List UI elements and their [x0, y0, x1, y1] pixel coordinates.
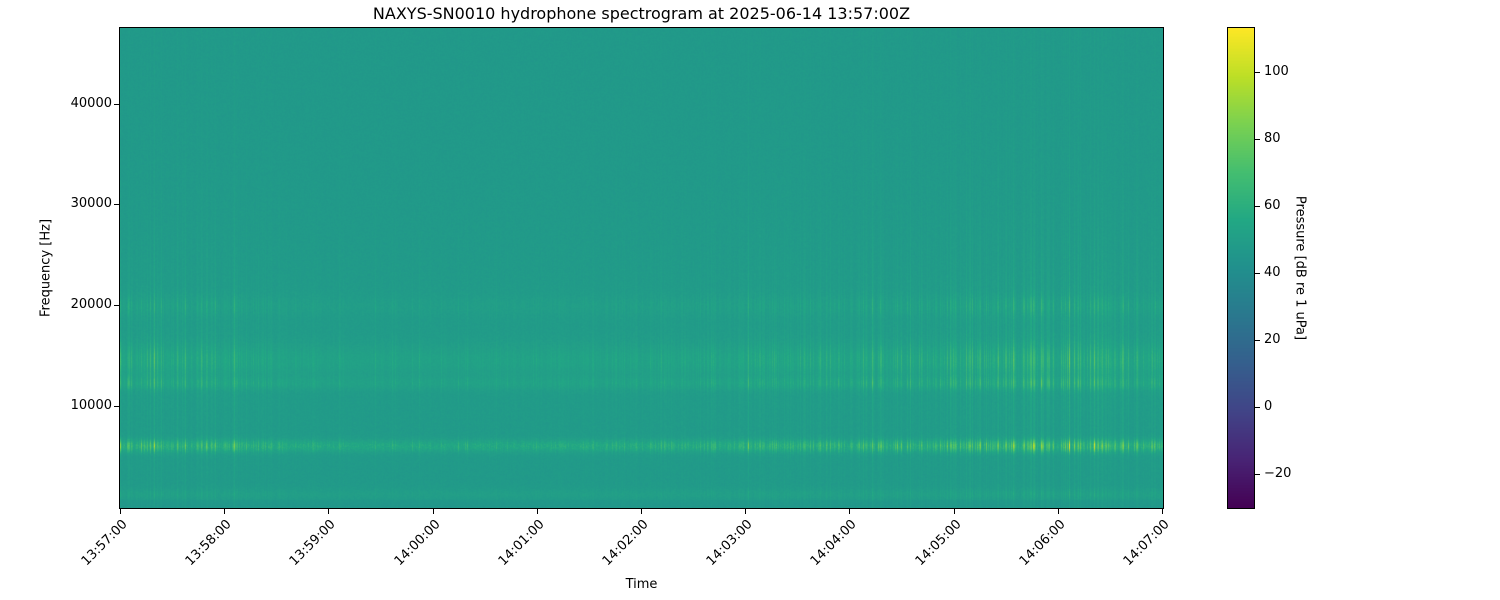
colorbar-tick-label: 20	[1264, 332, 1281, 347]
plot-title: NAXYS-SN0010 hydrophone spectrogram at 2…	[372, 4, 911, 23]
spectrogram-heatmap	[120, 28, 1163, 508]
x-axis-label: Time	[625, 577, 658, 592]
colorbar-tick-label: 40	[1264, 265, 1281, 280]
x-tick-mark	[224, 509, 225, 514]
colorbar-tick-mark	[1255, 273, 1260, 274]
y-tick-mark	[114, 406, 120, 407]
colorbar-tick-label: 100	[1264, 64, 1289, 79]
x-tick-mark	[1058, 509, 1059, 514]
colorbar-tick-label: 80	[1264, 131, 1281, 146]
y-tick-label: 30000	[70, 196, 112, 211]
colorbar-tick-label: −20	[1264, 466, 1292, 481]
x-tick-mark	[1162, 509, 1163, 514]
x-tick-label: 13:57:00	[78, 517, 131, 569]
y-tick-label: 20000	[70, 297, 112, 312]
colorbar-tick-mark	[1255, 340, 1260, 341]
colorbar-tick-mark	[1255, 407, 1260, 408]
x-tick-mark	[641, 509, 642, 514]
y-tick-label: 40000	[70, 96, 112, 111]
colorbar-tick-label: 60	[1264, 198, 1281, 213]
y-tick-mark	[114, 104, 120, 105]
colorbar-tick-mark	[1255, 72, 1260, 73]
x-tick-mark	[537, 509, 538, 514]
colorbar-tick-label: 0	[1264, 399, 1273, 414]
y-tick-mark	[114, 305, 120, 306]
colorbar-tick-mark	[1255, 206, 1260, 207]
y-tick-mark	[114, 204, 120, 205]
colorbar-tick-mark	[1255, 474, 1260, 475]
colorbar-tick-mark	[1255, 139, 1260, 140]
colorbar	[1227, 27, 1255, 509]
plot-area	[119, 27, 1164, 509]
x-tick-mark	[849, 509, 850, 514]
y-tick-label: 10000	[70, 398, 112, 413]
x-tick-mark	[954, 509, 955, 514]
x-tick-mark	[120, 509, 121, 514]
colorbar-gradient	[1228, 28, 1254, 508]
x-tick-mark	[433, 509, 434, 514]
x-tick-mark	[745, 509, 746, 514]
x-tick-mark	[328, 509, 329, 514]
